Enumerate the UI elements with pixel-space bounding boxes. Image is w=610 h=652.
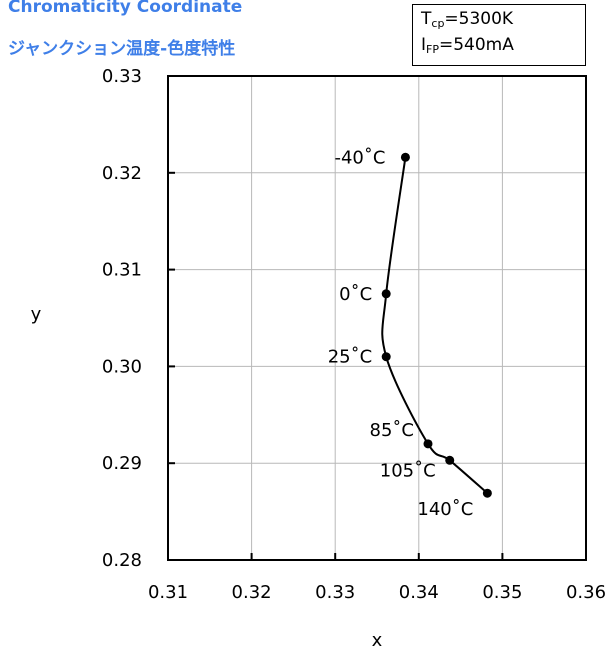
ifp-condition: IFP=540mA	[421, 35, 514, 56]
data-label: 85˚C	[370, 420, 414, 441]
x-axis-label: x	[372, 630, 383, 651]
x-tick-label: 0.31	[148, 582, 188, 603]
plot-frame	[167, 75, 587, 561]
chart-title-jp: ジャンクション温度-色度特性	[8, 39, 236, 59]
data-point	[381, 289, 391, 299]
y-tick-label: 0.30	[102, 356, 142, 377]
y-tick-label: 0.29	[102, 453, 142, 474]
ifp-symbol: I	[421, 35, 427, 55]
data-point	[423, 439, 433, 449]
tick-labels: 0.31 0.32 0.33 0.34 0.35 0.36 0.28 0.29 0.30 0.31…	[102, 66, 606, 603]
y-tick-label: 0.31	[102, 260, 142, 281]
data-point	[400, 152, 410, 162]
data-label: 140˚C	[417, 499, 473, 520]
tcp-value: =5300K	[444, 9, 514, 29]
x-tick-label: 0.35	[482, 582, 522, 603]
y-tick-label: 0.33	[102, 66, 142, 87]
y-tick-label: 0.32	[102, 163, 142, 184]
x-tick-label: 0.34	[399, 582, 439, 603]
ifp-subscript: FP	[426, 43, 439, 56]
y-axis-label: y	[31, 304, 42, 325]
data-points	[381, 152, 492, 498]
data-label: -40˚C	[334, 147, 385, 168]
axis-ticks	[167, 75, 587, 561]
x-tick-label: 0.32	[232, 582, 272, 603]
x-tick-label: 0.36	[566, 582, 606, 603]
tcp-condition: Tcp=5300K	[421, 9, 513, 30]
conditions-box: Tcp=5300K IFP=540mA	[412, 4, 586, 66]
data-label: 25˚C	[328, 347, 372, 368]
x-tick-label: 0.33	[315, 582, 355, 603]
grid-lines	[168, 76, 586, 560]
data-label: 0˚C	[339, 284, 372, 305]
y-tick-label: 0.28	[102, 550, 142, 571]
chart-title-en: Chromaticity Coordinate	[8, 0, 243, 17]
data-point	[482, 488, 492, 498]
data-point	[381, 352, 391, 362]
data-label: 105˚C	[380, 460, 436, 481]
tcp-symbol: T	[421, 9, 432, 29]
tcp-subscript: cp	[431, 17, 445, 30]
data-point	[445, 455, 455, 465]
data-labels: -40˚C 0˚C 25˚C 85˚C 105˚C 140˚C	[328, 147, 474, 520]
chromaticity-curve	[381, 157, 489, 494]
ifp-value: =540mA	[438, 35, 514, 55]
